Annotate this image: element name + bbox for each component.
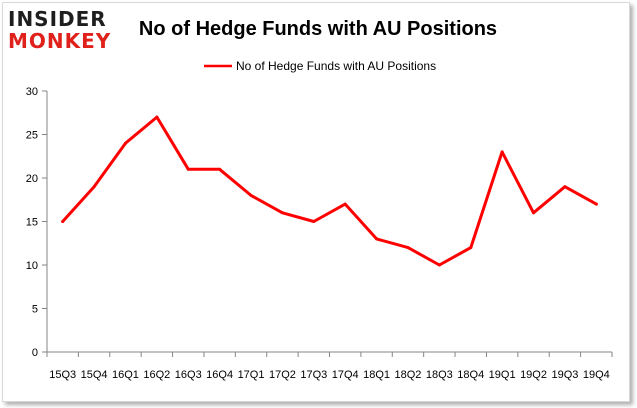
y-tick-label: 5: [32, 304, 38, 316]
x-tick-label: 18Q3: [426, 369, 453, 381]
data-point: [375, 237, 379, 241]
x-tick-label: 19Q4: [583, 369, 610, 381]
x-tick-label: 19Q3: [551, 369, 578, 381]
logo-line-2: MONKEY: [8, 29, 112, 53]
x-tick-label: 17Q1: [238, 369, 265, 381]
x-tick-label: 18Q1: [363, 369, 390, 381]
data-point: [343, 202, 347, 206]
axes: [46, 91, 612, 353]
insider-monkey-logo: INSIDER MONKEY: [8, 8, 120, 52]
x-tick-label: 17Q4: [332, 369, 359, 381]
data-point: [594, 202, 598, 206]
legend: No of Hedge Funds with AU Positions: [204, 59, 436, 73]
data-point: [249, 193, 253, 197]
y-tick-label: 0: [32, 347, 38, 359]
data-point: [312, 220, 316, 223]
data-point: [280, 211, 284, 215]
data-point: [92, 185, 96, 189]
y-tick-label: 15: [26, 217, 38, 229]
data-point: [469, 246, 473, 250]
x-tick-label: 16Q4: [206, 369, 233, 381]
y-tick-label: 20: [26, 173, 38, 185]
logo-line-1: INSIDER: [8, 7, 107, 31]
y-tick-label: 10: [26, 260, 38, 272]
x-axis-ticks: 15Q3 15Q4 16Q1 16Q2 16Q3 16Q4 17Q1 17Q2 17Q3 17Q4…: [46, 352, 613, 381]
series-layer: [61, 115, 598, 267]
data-point: [563, 185, 567, 189]
chart-title: No of Hedge Funds with AU Positions: [139, 18, 497, 40]
y-tick-label: 30: [26, 86, 38, 98]
legend-label: No of Hedge Funds with AU Positions: [236, 59, 436, 73]
x-tick-label: 19Q2: [520, 369, 547, 381]
x-tick-label: 16Q1: [112, 369, 139, 381]
data-point: [406, 246, 410, 250]
x-tick-label: 16Q3: [175, 369, 202, 381]
data-point: [155, 115, 159, 119]
x-tick-label: 17Q2: [269, 369, 296, 381]
series-line: [61, 115, 598, 267]
data-point: [500, 150, 504, 154]
data-point: [186, 167, 190, 171]
chart-border: [2, 2, 630, 402]
x-tick-label: 18Q4: [457, 369, 484, 381]
data-point: [218, 167, 222, 171]
data-point: [437, 263, 441, 267]
x-tick-label: 16Q2: [143, 369, 170, 381]
y-tick-label: 25: [26, 130, 38, 142]
y-axis-ticks: 0 5 10 15 20 25 30: [26, 86, 47, 359]
data-point: [123, 141, 127, 145]
x-tick-label: 15Q4: [81, 369, 108, 381]
x-tick-label: 17Q3: [300, 369, 327, 381]
x-tick-label: 19Q1: [489, 369, 516, 381]
x-tick-label: 18Q2: [395, 369, 422, 381]
data-point: [61, 220, 65, 223]
x-tick-label: 15Q3: [49, 369, 76, 381]
data-point: [532, 211, 536, 215]
